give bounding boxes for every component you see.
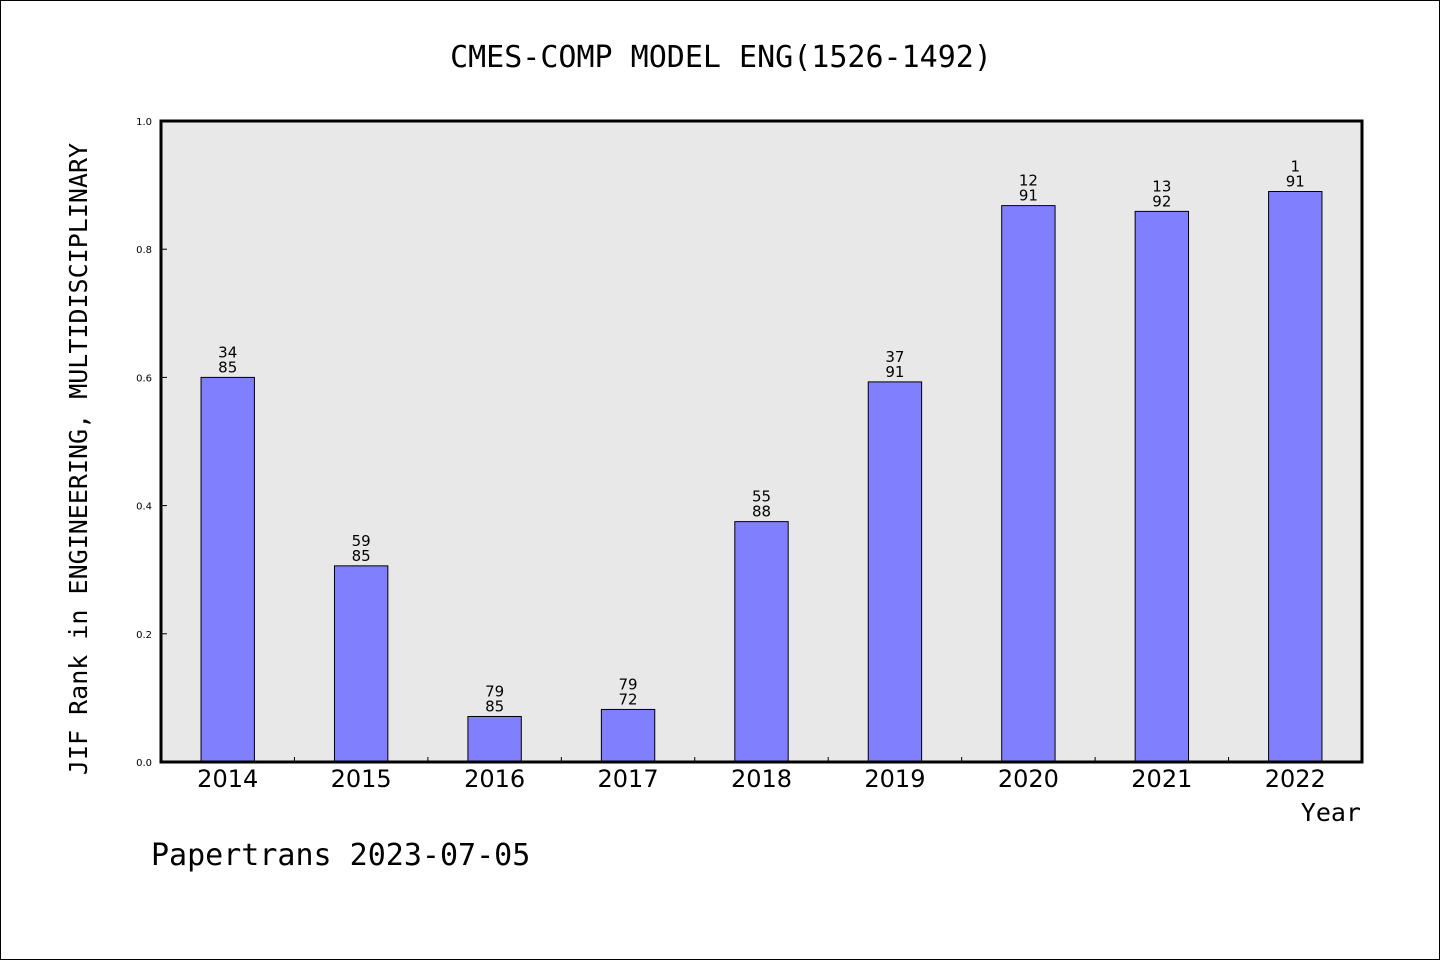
data-label-top: 34 xyxy=(218,343,237,361)
y-tick-label: 1.0 xyxy=(136,117,152,128)
x-tick-label: 2016 xyxy=(464,765,525,793)
x-tick-label: 2019 xyxy=(864,765,925,793)
bar xyxy=(867,381,923,763)
data-label-top: 59 xyxy=(352,532,371,550)
data-label-bottom: 92 xyxy=(1152,192,1171,210)
x-tick-label: 2022 xyxy=(1265,765,1326,793)
x-tick-label: 2020 xyxy=(998,765,1059,793)
plot-border xyxy=(159,119,1364,764)
data-label-top: 1 xyxy=(1291,158,1301,176)
bar xyxy=(600,708,656,763)
data-label-top: 12 xyxy=(1019,172,1038,190)
x-tick-label: 2018 xyxy=(731,765,792,793)
data-label-bottom: 85 xyxy=(218,358,237,376)
bar xyxy=(467,715,522,763)
data-label-top: 37 xyxy=(885,348,904,366)
footer-text: Papertrans 2023-07-05 xyxy=(151,838,530,873)
data-label-bottom: 88 xyxy=(752,503,771,521)
y-tick-label: 0.6 xyxy=(136,373,152,384)
x-tick-label: 2021 xyxy=(1131,765,1192,793)
x-tick-label: 2014 xyxy=(197,765,258,793)
bar xyxy=(200,376,255,763)
y-tick-label: 0.0 xyxy=(136,758,152,769)
data-label-bottom: 72 xyxy=(619,690,638,708)
data-label-top: 79 xyxy=(619,675,638,693)
data-label-bottom: 91 xyxy=(885,363,904,381)
bar xyxy=(1268,191,1323,763)
data-label-bottom: 91 xyxy=(1286,173,1305,191)
data-label-top: 13 xyxy=(1152,177,1171,195)
data-label-top: 79 xyxy=(485,682,504,700)
bar xyxy=(734,521,789,763)
data-label-bottom: 85 xyxy=(352,547,371,565)
x-axis-label: Year xyxy=(1301,798,1361,827)
bar xyxy=(333,565,389,763)
data-label-bottom: 91 xyxy=(1019,187,1038,205)
x-tick-label: 2015 xyxy=(331,765,392,793)
bar xyxy=(1001,205,1056,763)
data-label-top: 55 xyxy=(752,488,771,506)
y-tick-label: 0.4 xyxy=(136,502,152,513)
x-tick-label: 2017 xyxy=(598,765,659,793)
y-tick-label: 0.2 xyxy=(136,630,152,641)
y-axis-label: JIF Rank in ENGINEERING, MULTIDISCIPLINA… xyxy=(64,143,93,775)
plot-area: 3485201459852015798520167972201755882018… xyxy=(136,117,1364,793)
chart-title: CMES-COMP MODEL ENG(1526-1492) xyxy=(450,40,992,75)
data-label-bottom: 85 xyxy=(485,697,504,715)
bar xyxy=(1134,210,1190,763)
y-tick-label: 0.8 xyxy=(136,245,152,256)
